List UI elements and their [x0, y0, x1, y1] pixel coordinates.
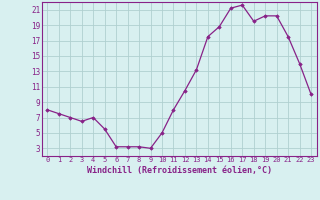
- X-axis label: Windchill (Refroidissement éolien,°C): Windchill (Refroidissement éolien,°C): [87, 166, 272, 175]
